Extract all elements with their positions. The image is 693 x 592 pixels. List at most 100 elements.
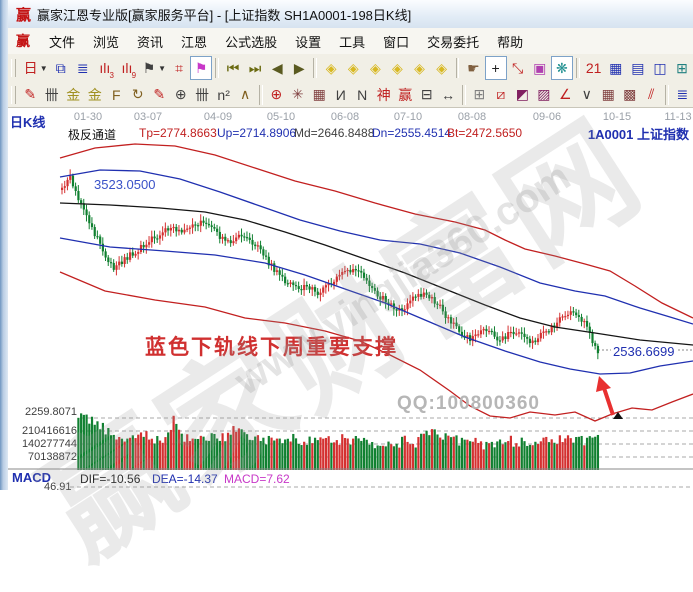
gold-split2-icon[interactable]: 金 xyxy=(87,86,102,103)
volume-axis-label: 70138872 xyxy=(28,451,77,463)
flag-mark-button-dropdown[interactable]: ▼ xyxy=(158,63,167,73)
info-list-icon[interactable]: ≣ xyxy=(76,59,89,76)
bars-9-icon[interactable]: ılı 9 xyxy=(121,60,137,80)
toolbar-main: 日 ▼ ⧉ ≣ ılı 3 ılı 9 ⚑ ▼ ⌗ ⚑ ⏮ ⏭ ◀ ▶ ◈ ◈ ◈ ◈ ◈ ◈ ☛ + ⤡ ▣ ❋ 21 ▦ ▤ ◫ ⊞ xyxy=(8,54,693,83)
gann-arrow-both-icon[interactable]: ◈ xyxy=(369,59,381,76)
menu-item-7[interactable]: 工具 xyxy=(339,34,366,50)
fan-box-icon[interactable]: ◩ xyxy=(515,86,529,102)
brush-tool-icon[interactable]: ✎ xyxy=(153,86,166,102)
notes-icon[interactable]: ▤ xyxy=(631,59,645,76)
rays-icon[interactable]: ∠ xyxy=(559,86,572,102)
kline-chart-area[interactable]: 赢家财富网 www.yingjia360.com 日K线 01-30 03-07 0… xyxy=(8,94,693,585)
last-bar-button[interactable]: ⏭ xyxy=(248,59,262,76)
shen-tool-icon[interactable]: 神 xyxy=(376,86,391,103)
smart-analysis-icon[interactable]: ❋ xyxy=(550,56,573,80)
date-axis-label: 03-07 xyxy=(133,111,163,123)
angle-tool-icon[interactable]: ∧ xyxy=(240,86,251,102)
web-icon[interactable]: ✳ xyxy=(291,86,304,102)
toolbar-separator xyxy=(258,84,263,105)
menu-item-6[interactable]: 设置 xyxy=(295,34,322,50)
target-icon[interactable]: ⊕ xyxy=(270,86,283,102)
fib-price-icon[interactable]: F xyxy=(111,86,121,103)
indicator-name: 极反通道 xyxy=(68,128,117,142)
macd-pane-label: MACD xyxy=(12,470,51,485)
n-wave-icon[interactable]: И xyxy=(335,86,346,103)
indicator-param: Up=2714.8906 xyxy=(217,126,297,140)
dynamic-chart-icon[interactable]: ⧉ xyxy=(55,59,66,76)
n2-icon[interactable]: n² xyxy=(217,86,230,103)
kline-period-button-dropdown[interactable]: ▼ xyxy=(39,63,48,73)
ruler-123-icon[interactable]: ⊟ xyxy=(420,86,433,102)
crosshair-tool-icon[interactable]: + xyxy=(484,56,507,80)
ying-tool-icon[interactable]: 赢 xyxy=(398,86,413,103)
v-lines-icon[interactable]: ∨ xyxy=(581,86,592,102)
gann-grid-icon[interactable]: 卌 xyxy=(44,86,59,103)
sort-flag-icon[interactable]: ⚑ xyxy=(190,56,213,80)
export-icon[interactable]: ⊞ xyxy=(676,59,688,76)
frame-tool-icon[interactable]: ⊞ xyxy=(473,86,486,102)
box-select-icon[interactable]: ▣ xyxy=(533,59,547,76)
spiral-icon[interactable]: ↻ xyxy=(131,86,144,102)
menu-bar: 赢 文件 浏览 资讯 江恩 公式选股 设置 工具 窗口 交易委托 帮助 xyxy=(8,28,693,55)
price-floor-label: 2259.8071 xyxy=(25,406,77,418)
bars-3-icon[interactable]: ılı 3 xyxy=(99,60,114,80)
menu-item-2[interactable]: 浏览 xyxy=(93,34,120,50)
gann-move-icon[interactable]: ◈ xyxy=(436,59,447,76)
date-axis-label: 05-10 xyxy=(266,111,296,123)
hand-tool-icon[interactable]: ☛ xyxy=(467,59,480,76)
width-arrows-icon[interactable]: ↔ xyxy=(441,86,456,103)
fan-lines-icon[interactable]: ⧄ xyxy=(496,86,506,102)
gann-expand-icon[interactable]: ◈ xyxy=(392,59,403,76)
chart-canvas xyxy=(8,143,693,488)
date-axis-label: 11-13 xyxy=(664,111,692,123)
toolbar-grip xyxy=(11,85,16,104)
menu-logo-icon: 赢 xyxy=(16,33,30,49)
title-bar: 赢 赢家江恩专业版[赢家服务平台] - [上证指数 SH1A0001-198日K… xyxy=(8,0,693,29)
macd-value: DEA=-14.37 xyxy=(152,472,218,486)
gann-arrow-left-icon[interactable]: ◈ xyxy=(347,59,359,76)
indicator-param: Md=2646.8488 xyxy=(294,126,375,140)
calendar-icon[interactable]: 21 xyxy=(585,60,602,76)
gann-arrow-right-icon[interactable]: ◈ xyxy=(325,59,337,76)
pen-tool-icon[interactable]: ✎ xyxy=(24,86,37,102)
grid3-icon[interactable]: ▩ xyxy=(623,86,637,102)
flag-mark-button[interactable]: ⚑ xyxy=(142,59,156,76)
toolbar-separator xyxy=(215,58,219,78)
save-icon[interactable]: ◫ xyxy=(653,59,667,76)
stock-filter-icon[interactable]: ⌗ xyxy=(175,59,184,76)
menu-item-8[interactable]: 窗口 xyxy=(383,34,410,50)
menu-item-3[interactable]: 资讯 xyxy=(137,34,164,50)
calculator-icon[interactable]: ▦ xyxy=(609,59,623,76)
date-axis-label: 07-10 xyxy=(393,111,423,123)
measure-tool-icon[interactable]: ⤡ xyxy=(512,59,524,76)
prev-bar-button[interactable]: ◀ xyxy=(271,59,283,76)
first-bar-button[interactable]: ⏮ xyxy=(226,59,240,76)
gold-split-icon[interactable]: 金 xyxy=(66,86,81,103)
menu-item-10[interactable]: 帮助 xyxy=(497,34,524,50)
date-axis-label: 10-15 xyxy=(602,111,632,123)
toolbar-separator xyxy=(461,84,466,105)
n-wave2-icon[interactable]: Ν xyxy=(357,86,368,103)
app-logo-icon: 赢 xyxy=(16,6,32,24)
menu-item-1[interactable]: 文件 xyxy=(49,34,76,50)
fan-grid-icon[interactable]: ▨ xyxy=(537,86,551,102)
grid2-icon[interactable]: ▦ xyxy=(601,86,615,102)
gann-cross-icon[interactable]: ◈ xyxy=(414,59,425,76)
grid-box-icon[interactable]: ▦ xyxy=(312,86,326,102)
qq-watermark: QQ:100800360 xyxy=(397,393,540,414)
menu-item-9[interactable]: 交易委托 xyxy=(427,34,480,50)
slant-lines-icon[interactable]: ⫽ xyxy=(648,86,655,102)
cycle-ruler-icon[interactable]: 卌 xyxy=(195,86,210,103)
list-panel-icon[interactable]: ≣ xyxy=(676,86,689,102)
menu-item-5[interactable]: 公式选股 xyxy=(225,34,278,50)
date-axis-label: 08-08 xyxy=(457,111,487,123)
kline-period-button[interactable]: 日 xyxy=(23,60,38,76)
volume-axis-label: 210416616 xyxy=(21,425,77,437)
menu-item-4[interactable]: 江恩 xyxy=(181,34,208,50)
support-annotation: 蓝色下轨线下周重要支撑 xyxy=(145,336,398,359)
next-bar-button[interactable]: ▶ xyxy=(293,59,305,76)
cycle-circle-icon[interactable]: ⊕ xyxy=(174,86,187,102)
date-axis-label: 09-06 xyxy=(532,111,562,123)
volume-axis-label: 140277744 xyxy=(21,438,77,450)
indicator-param: Bt=2472.5650 xyxy=(447,126,523,140)
